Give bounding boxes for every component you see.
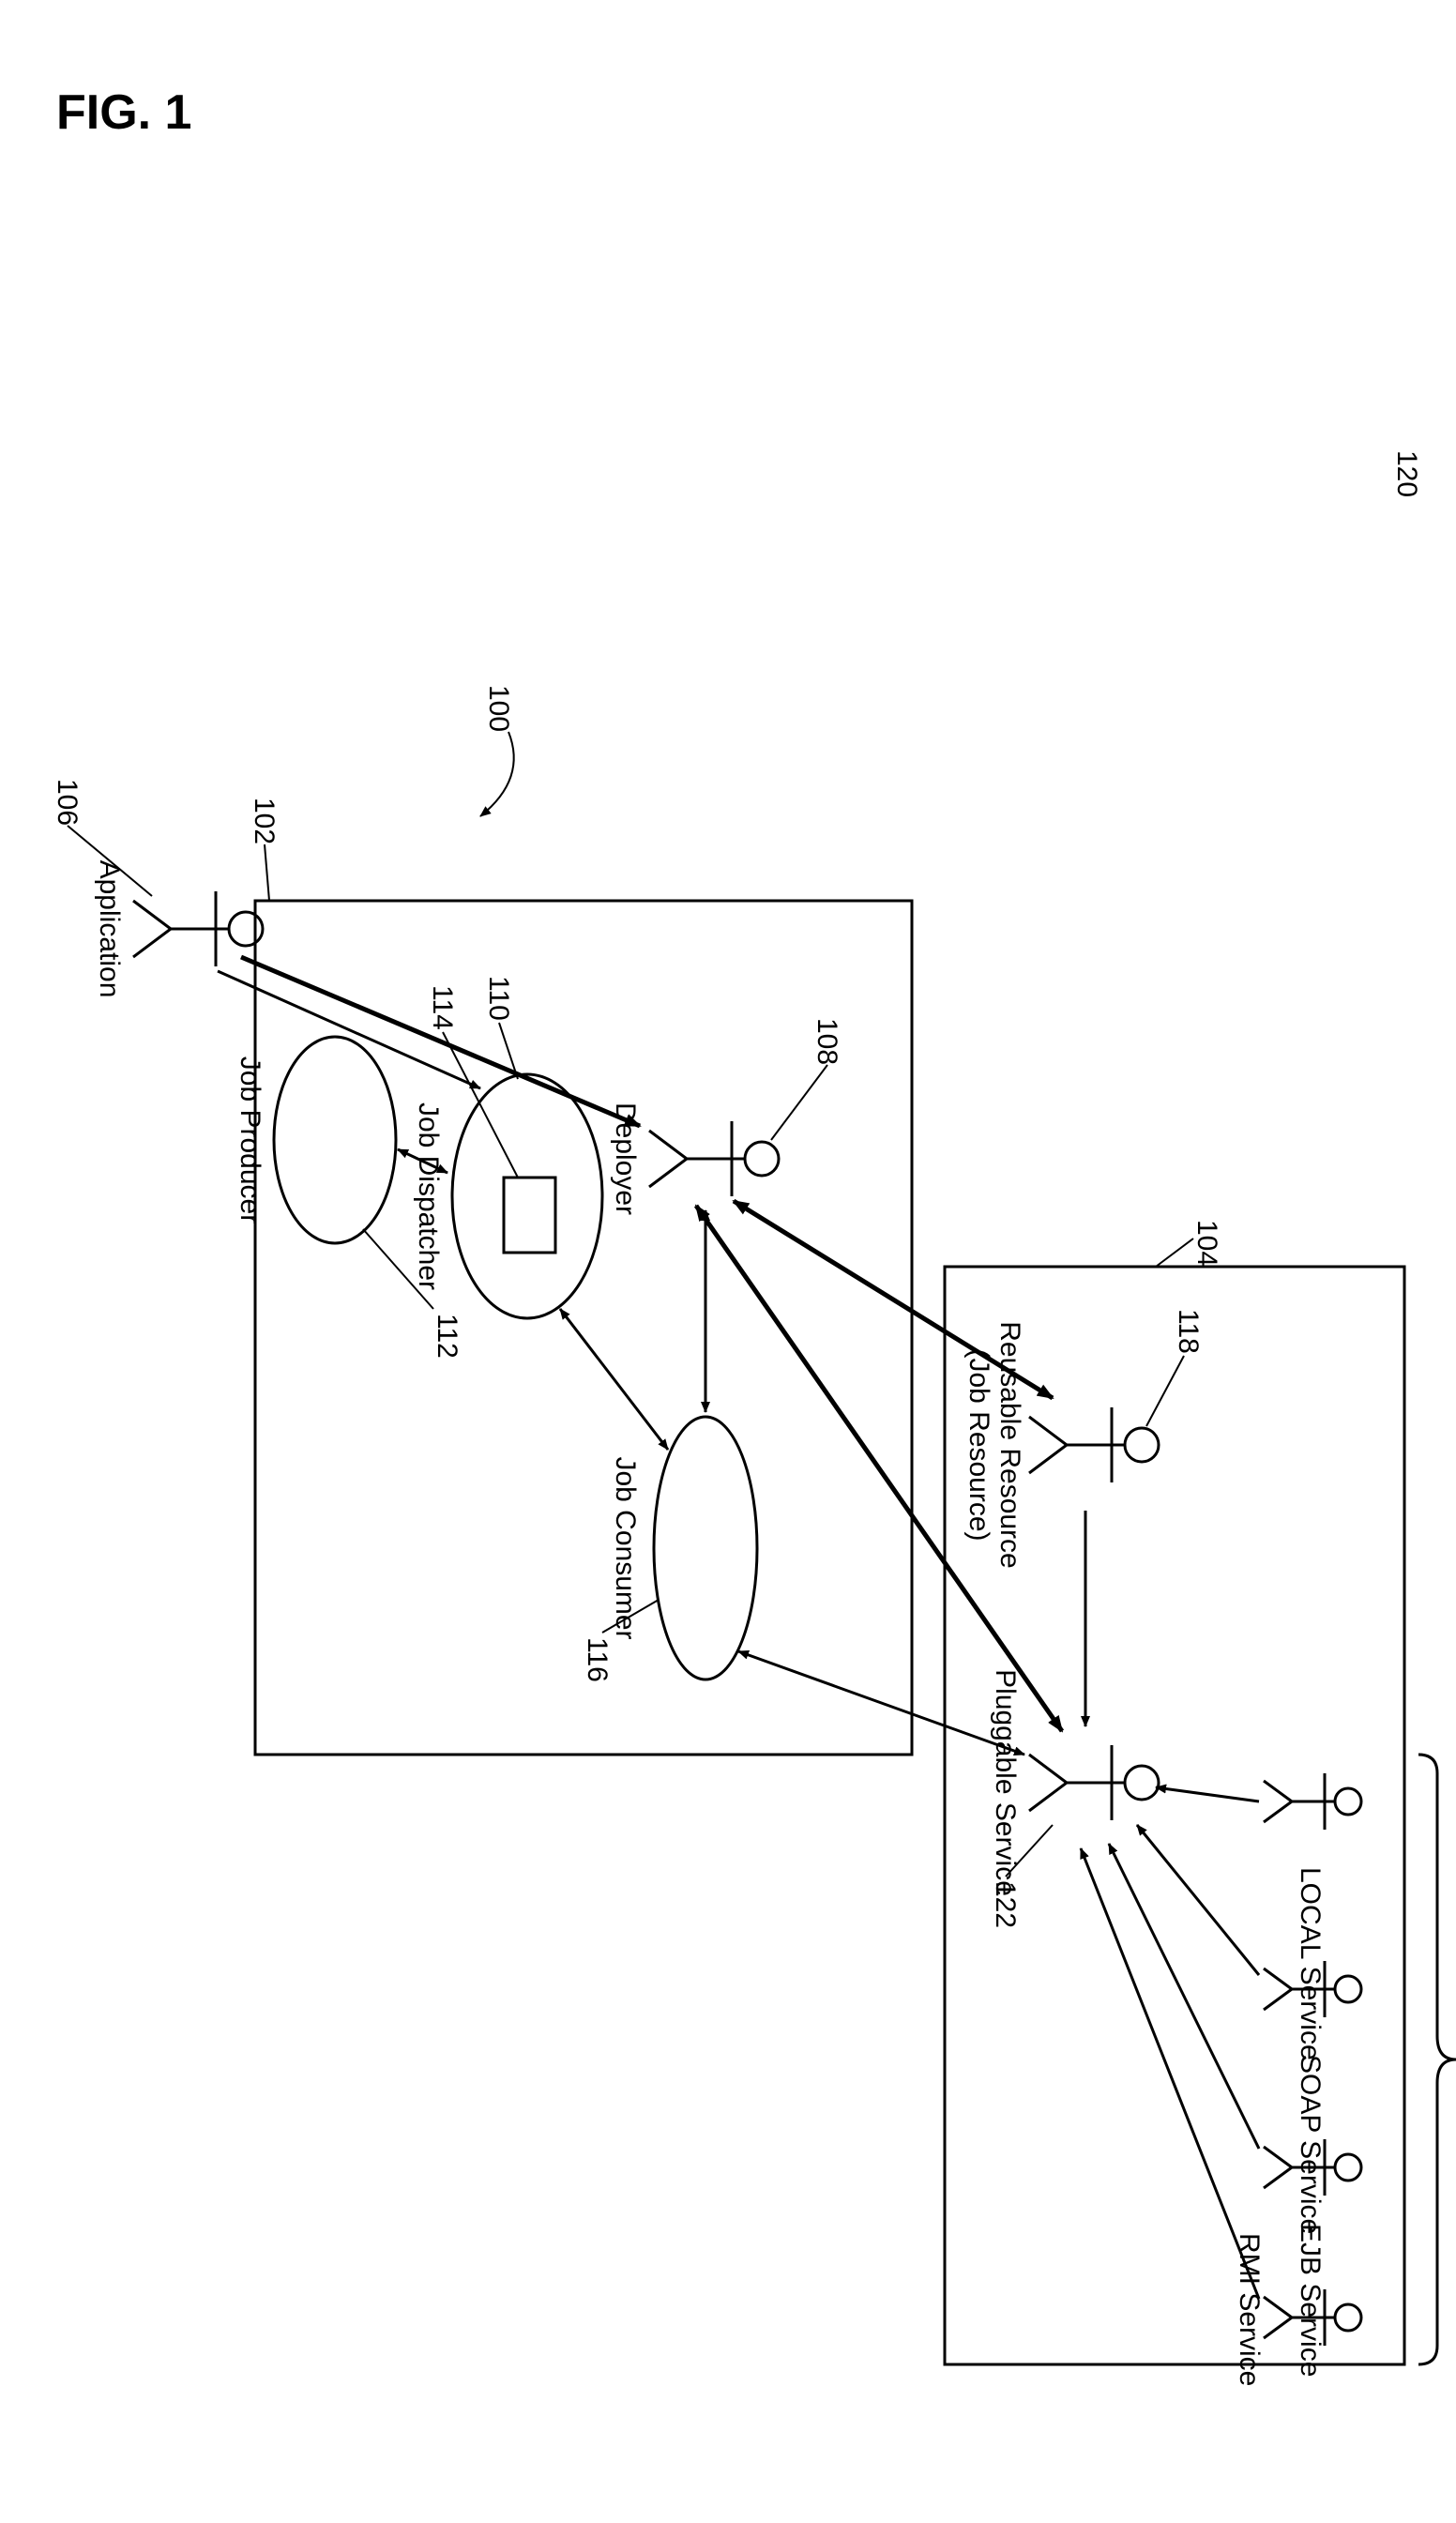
actor-application	[133, 891, 263, 966]
ellipse-job-consumer	[654, 1417, 757, 1679]
label-local-service: LOCAL Service	[1295, 1867, 1326, 2060]
ref-102: 102	[249, 798, 280, 844]
ref-100: 100	[483, 685, 514, 732]
label-pluggable-service: Pluggable Service	[990, 1669, 1021, 1896]
rect-114	[504, 1178, 555, 1253]
label-rmi-service: RMI Service	[1234, 2233, 1265, 2386]
ellipse-job-producer	[274, 1037, 396, 1243]
actor-reusable-resource	[1029, 1407, 1159, 1482]
actor-pluggable-service	[1029, 1745, 1159, 1820]
label-job-producer: Job Producer	[235, 1056, 265, 1224]
label-application: Application	[94, 860, 125, 998]
actor-local-service	[1264, 1773, 1361, 1830]
ref-122: 122	[990, 1881, 1021, 1928]
diagram-canvas: FIG. 1	[0, 0, 1456, 2523]
label-job-dispatcher: Job Dispatcher	[413, 1102, 444, 1290]
label-job-resource: (Job Resource)	[963, 1348, 994, 1541]
ref-106: 106	[52, 779, 83, 826]
label-ejb-service: EJB Service	[1295, 2224, 1326, 2377]
label-reusable-resource: Reusable Resource	[994, 1321, 1025, 1568]
diagram-svg: Application Deployer Job Dispatcher Job …	[0, 0, 1456, 2523]
ref-108: 108	[811, 1018, 842, 1065]
ellipse-job-dispatcher	[452, 1074, 602, 1318]
actor-deployer	[649, 1121, 779, 1196]
ref-112: 112	[432, 1314, 463, 1359]
ref-114: 114	[427, 985, 458, 1030]
ref-120-label: 120	[1391, 450, 1422, 497]
label-soap-service: SOAP Service	[1295, 2055, 1326, 2234]
ref-110: 110	[483, 976, 514, 1021]
ref-104: 104	[1191, 1220, 1222, 1267]
ref-118: 118	[1173, 1309, 1204, 1354]
ref-116: 116	[582, 1637, 613, 1682]
